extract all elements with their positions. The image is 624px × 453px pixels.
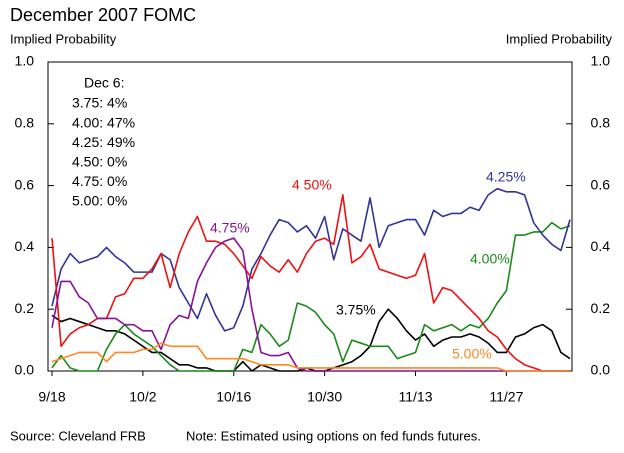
y2-tick-label: 0.4 [591, 238, 611, 254]
y2-tick-label: 0.6 [591, 176, 611, 192]
series-line [51, 308, 571, 372]
y-tick-label: 0.0 [15, 362, 35, 378]
x-tick-label: 10/16 [216, 389, 251, 405]
y-tick-label: 0.2 [15, 300, 35, 316]
annotation-line: 3.75: 4% [72, 95, 127, 111]
series-label: 5.00% [452, 346, 492, 362]
series-line [51, 342, 570, 372]
annotation-title: Dec 6: [84, 75, 124, 91]
y2-tick-label: 0.8 [591, 115, 611, 131]
series-label: 4.75% [210, 220, 250, 236]
series-label: 4 50% [292, 177, 332, 193]
x-tick-label: 10/2 [129, 389, 156, 405]
series-label: 4.25% [486, 169, 526, 185]
annotation-line: 4.00: 47% [72, 114, 135, 130]
series-line [51, 187, 571, 332]
x-tick-label: 11/27 [489, 389, 523, 405]
y-tick-label: 1.0 [15, 53, 35, 69]
y-tick-label: 0.4 [15, 238, 35, 254]
y-tick-label: 0.8 [15, 115, 35, 131]
annotation-line: 4.25: 49% [72, 134, 135, 150]
y2-tick-label: 1.0 [591, 53, 611, 69]
chart-title: December 2007 FOMC [10, 5, 196, 25]
y-tick-label: 0.6 [15, 176, 35, 192]
series-line [51, 194, 570, 372]
x-tick-label: 9/18 [38, 389, 65, 405]
series-label: 3.75% [336, 302, 376, 318]
series-label: 4.00% [470, 251, 510, 267]
y2-tick-label: 0.2 [591, 300, 611, 316]
note: Note: Estimated using options on fed fun… [186, 428, 481, 443]
y-axis-label: Implied Probability [10, 31, 117, 46]
series-line [51, 221, 571, 372]
annotation-line: 4.50: 0% [72, 154, 127, 170]
annotation-line: 4.75: 0% [72, 173, 127, 189]
x-tick-label: 11/13 [399, 389, 433, 405]
series-line [51, 237, 570, 372]
y2-axis-label: Implied Probability [506, 31, 613, 46]
source: Source: Cleveland FRB [10, 428, 146, 443]
annotation-line: 5.00: 0% [72, 193, 127, 209]
y2-tick-label: 0.0 [591, 362, 611, 378]
x-tick-label: 10/30 [307, 389, 342, 405]
